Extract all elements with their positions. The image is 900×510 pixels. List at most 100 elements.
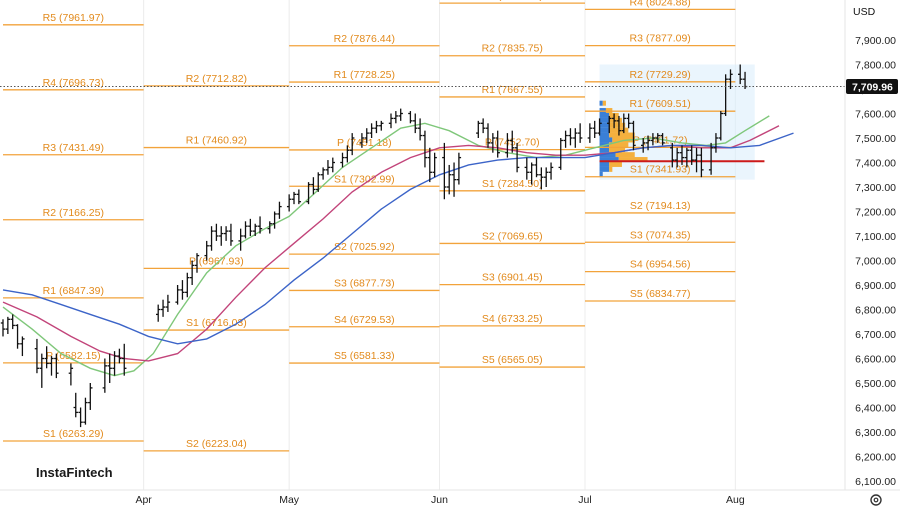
ohlc-bar [510, 130, 515, 153]
pivot-label: S1 (7284.50) [482, 178, 543, 190]
y-tick-label: 7,400.00 [855, 158, 896, 170]
ohlc-bar [189, 260, 195, 285]
ohlc-bar [495, 130, 500, 158]
y-tick-label: 6,400.00 [855, 403, 896, 415]
pivot-label: S5 (6581.33) [334, 350, 395, 362]
ohlc-bar [655, 133, 660, 143]
price-axis[interactable] [845, 0, 900, 490]
ohlc-bar [388, 113, 394, 129]
ohlc-bar [291, 191, 297, 205]
y-tick-label: 7,200.00 [855, 207, 896, 219]
ohlc-bar [350, 133, 355, 156]
ohlc-bar [83, 397, 88, 425]
pivot-label: R3 (7431.49) [43, 142, 104, 154]
profile-row-up [609, 142, 629, 148]
pivot-label: S1 (7341.93) [630, 164, 691, 176]
pivot-label: R2 (7835.75) [482, 43, 543, 55]
ohlc-bar [39, 353, 44, 388]
ohlc-bar [534, 157, 539, 178]
ohlc-bar [306, 182, 311, 205]
ohlc-bar [34, 338, 40, 374]
profile-row-down [599, 152, 616, 158]
ohlc-bar [10, 314, 15, 330]
profile-row-down [599, 137, 613, 143]
y-tick-label: 6,600.00 [855, 354, 896, 366]
ohlc-bar [442, 142, 447, 200]
ohlc-bar [316, 172, 321, 192]
ohlc-bar [243, 221, 248, 239]
y-tick-label: 7,600.00 [855, 109, 896, 121]
ohlc-bar [689, 145, 694, 165]
profile-row-up [609, 147, 626, 153]
ohlc-bar [480, 118, 486, 134]
ohlc-bar [277, 201, 282, 219]
pivot-label: R2 (7729.29) [630, 69, 691, 81]
ohlc-bar [708, 142, 714, 175]
y-axis-ticks: 6,100.00 6,200.00 6,300.00 6,400.00 6,500.00… [855, 35, 896, 488]
ohlc-bar [490, 133, 496, 153]
ohlc-bar [54, 353, 59, 379]
profile-row-up [609, 122, 626, 128]
ohlc-bar [73, 392, 78, 418]
ohlc-bar [413, 113, 418, 134]
ohlc-bar [699, 147, 704, 178]
currency-label[interactable]: USD [853, 6, 876, 18]
ohlc-bar [558, 138, 563, 170]
profile-row-down [599, 127, 610, 133]
ohlc-bar [117, 348, 122, 364]
ohlc-bar [5, 316, 11, 334]
x-tick-label: Jul [578, 494, 591, 506]
x-tick-label: May [279, 494, 300, 506]
ohlc-bar [272, 211, 277, 229]
pivot-label: S2 (7194.13) [630, 200, 691, 212]
ohlc-bar [325, 160, 331, 175]
ohlc-bar [253, 223, 258, 236]
volume-profile [599, 64, 765, 180]
profile-row-down [599, 161, 610, 167]
y-tick-label: 6,200.00 [855, 452, 896, 464]
ohlc-bar [422, 130, 428, 168]
ohlc-bar [223, 226, 229, 241]
ohlc-bar [311, 177, 316, 195]
profile-row-up [618, 157, 648, 163]
ohlc-bar [296, 189, 302, 205]
ohlc-bar [684, 147, 690, 168]
pivot-label: R1 (7728.25) [334, 69, 395, 81]
y-tick-label: 7,500.00 [855, 133, 896, 145]
y-tick-label: 7,300.00 [855, 182, 896, 194]
profile-row-up [615, 152, 635, 158]
ohlc-bar [379, 120, 384, 131]
pivot-label: R2 (7712.82) [186, 73, 247, 85]
last-price-marker: 7,709.96 [846, 79, 898, 95]
ohlc-bar [611, 113, 617, 129]
y-tick-label: 6,700.00 [855, 329, 896, 341]
pivot-label: S3 (7074.35) [630, 229, 691, 241]
pivot-label: S1 (7302.99) [334, 173, 395, 185]
pivot-label: R1 (6847.39) [43, 285, 104, 297]
ohlc-bar [573, 128, 578, 148]
ohlc-bar [616, 115, 622, 136]
ohlc-bar [607, 115, 612, 134]
pivot-label: R2 (7876.44) [334, 33, 395, 45]
ohlc-bar [185, 272, 190, 298]
x-axis-ticks: Apr May Jun Jul Aug [135, 494, 744, 506]
ma_slow-line [2, 132, 794, 345]
settings-gear-icon[interactable] [870, 494, 882, 506]
ohlc-bar [641, 138, 646, 153]
pivot-label: S2 (7069.65) [482, 230, 543, 242]
ohlc-bar [485, 123, 491, 148]
ohlc-bar [505, 133, 510, 158]
pivot-label: R1 (7460.92) [186, 135, 247, 147]
ohlc-bar [15, 324, 20, 349]
ohlc-bar [194, 253, 200, 273]
pivot-label: S5 (6565.05) [482, 354, 543, 366]
ohlc-bar [723, 74, 728, 116]
ohlc-bar [597, 118, 602, 136]
ohlc-bar [408, 111, 413, 124]
ohlc-bar [587, 123, 593, 143]
pivot-label: S3 (6901.45) [482, 272, 543, 284]
ohlc-bar [248, 218, 253, 236]
ohlc-bar [359, 133, 365, 148]
pivot-label: R3 (8050.60) [482, 0, 543, 2]
